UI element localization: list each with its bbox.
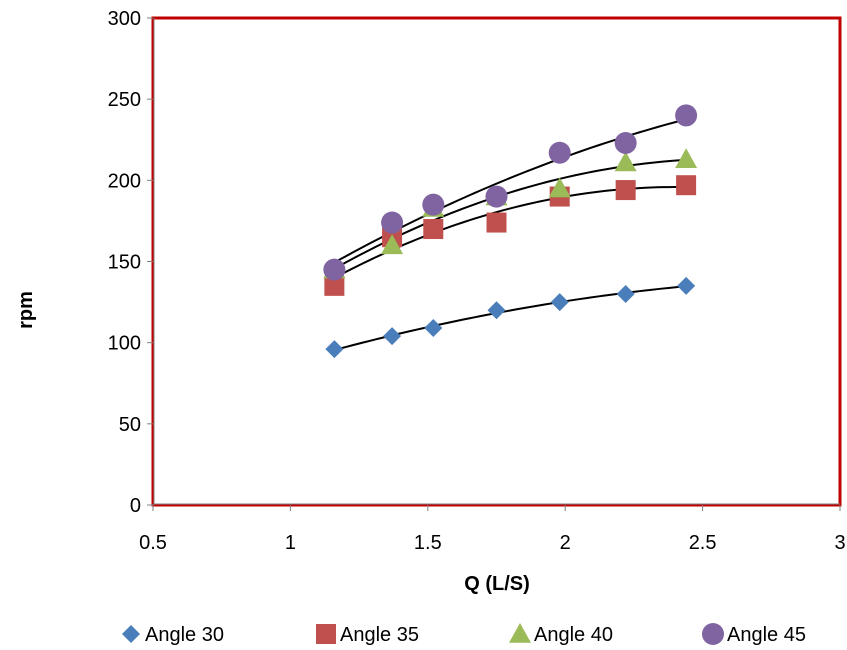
data-point-triangle	[614, 151, 637, 172]
data-point-triangle	[548, 177, 571, 198]
data-point-circle	[702, 623, 724, 645]
data-point-circle	[675, 104, 698, 127]
data-point-square	[316, 624, 336, 644]
y-tick-label: 0	[130, 495, 141, 517]
x-axis-title: Q (L/S)	[464, 573, 530, 595]
data-point-triangle	[675, 148, 698, 169]
data-point-square	[676, 175, 697, 196]
x-tick-label: 1.5	[414, 532, 442, 554]
legend-label: Angle 40	[534, 624, 613, 646]
data-point-diamond	[487, 301, 506, 320]
x-tick-label: 2.5	[689, 532, 717, 554]
y-axis-title: rpm	[15, 291, 37, 329]
data-point-diamond	[325, 340, 344, 359]
data-point-square	[423, 219, 444, 240]
x-tick-label: 2	[560, 532, 571, 554]
data-point-circle	[614, 131, 637, 154]
data-point-diamond	[122, 625, 140, 643]
data-point-circle	[548, 141, 571, 164]
y-tick-label: 300	[108, 8, 141, 30]
y-tick-label: 200	[108, 170, 141, 192]
data-point-diamond	[424, 319, 443, 338]
data-point-circle	[323, 258, 346, 281]
data-point-diamond	[677, 276, 696, 295]
data-point-circle	[422, 193, 445, 216]
data-point-circle	[381, 211, 404, 234]
data-point-square	[324, 275, 345, 296]
y-tick-label: 100	[108, 333, 141, 355]
x-tick-label: 3	[834, 532, 845, 554]
data-point-diamond	[616, 284, 635, 303]
data-point-triangle	[381, 234, 404, 255]
data-point-diamond	[550, 293, 569, 312]
x-tick-label: 1	[285, 532, 296, 554]
y-tick-label: 150	[108, 252, 141, 274]
data-points-layer	[323, 104, 698, 359]
data-point-circle	[485, 185, 508, 208]
legend-label: Angle 30	[145, 624, 224, 646]
data-point-square	[486, 212, 507, 233]
y-tick-label: 50	[119, 414, 141, 436]
axes-layer: 0 50 100 150 200 250 300 0.5 1 1.5 2 2.5 3	[108, 8, 846, 554]
x-tick-label: 0.5	[139, 532, 167, 554]
data-point-diamond	[383, 327, 402, 346]
legend-label: Angle 45	[727, 624, 806, 646]
legend-label: Angle 35	[340, 624, 419, 646]
plot-frame-layer	[151, 16, 842, 507]
legend: Angle 30 Angle 35 Angle 40 Angle 45	[122, 623, 806, 646]
data-point-square	[615, 180, 636, 201]
plot-area-border	[151, 16, 842, 507]
y-tick-label: 250	[108, 89, 141, 111]
data-point-triangle	[509, 623, 531, 643]
